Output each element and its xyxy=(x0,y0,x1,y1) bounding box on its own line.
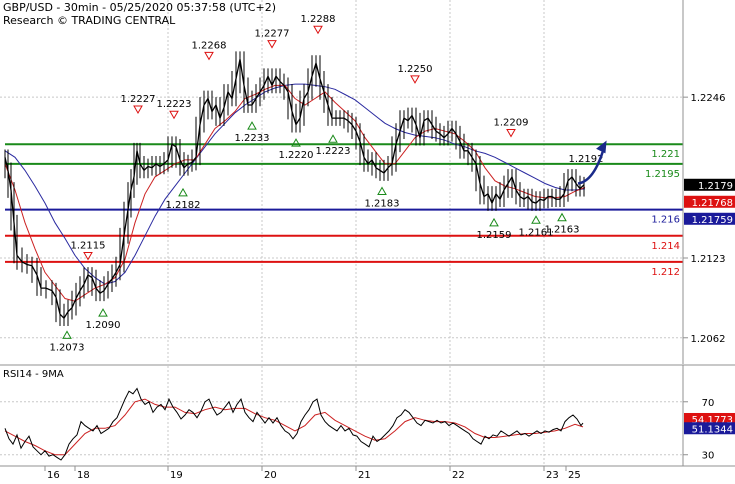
price-axis: 1.2246 1.2123 1.2062 1.2179 1.21768 1.21759 xyxy=(683,93,735,345)
rsi-axis-tick-label: 70 xyxy=(702,398,715,409)
swing-low-marker xyxy=(377,186,387,196)
swing-high-label: 1.2277 xyxy=(255,29,290,40)
projection-arrow-head xyxy=(596,140,607,154)
rsi-value-tag-bg xyxy=(684,412,735,425)
ma-fast-line xyxy=(4,84,586,302)
swing-low-label: 1.2182 xyxy=(166,200,201,211)
time-axis-tick-label: 21 xyxy=(358,470,371,480)
swing-high-marker xyxy=(204,51,214,61)
rsi-grid xyxy=(0,366,683,466)
swing-high-marker xyxy=(410,75,420,84)
ma-fast-value-tag: 1.21768 xyxy=(692,198,733,209)
chart-header-source: Research © TRADING CENTRAL xyxy=(3,14,176,27)
price-levels: 1.221 1.2195 1.216 1.214 1.212 xyxy=(5,143,683,278)
swing-high-label: 1.2227 xyxy=(121,94,156,105)
level-label-resistance: 1.2195 xyxy=(645,169,680,180)
swing-high-label: 1.2115 xyxy=(71,240,106,251)
time-axis-tick-label: 19 xyxy=(170,470,183,480)
swing-high-marker xyxy=(313,25,323,35)
rsi-line xyxy=(4,387,584,461)
swing-low-marker xyxy=(489,217,499,227)
time-axis-tick-label: 16 xyxy=(47,470,60,480)
time-axis-tick-label: 25 xyxy=(568,470,581,480)
swing-low-label: 1.2161 xyxy=(519,227,554,238)
projection-arrow-layer xyxy=(577,140,607,185)
swing-high-label: 1.2209 xyxy=(494,118,529,129)
projection-arrow-shaft xyxy=(577,147,606,185)
chart-header-title: GBP/USD - 30min - 05/25/2020 05:37:58 (U… xyxy=(3,1,276,14)
rsi-ma-value-tag-bg xyxy=(684,422,735,435)
time-axis-tick-label: 18 xyxy=(77,470,90,480)
level-label-support: 1.212 xyxy=(651,267,680,278)
time-axis: 16 18 19 20 21 22 23 25 xyxy=(0,465,735,481)
last-price-tag-bg xyxy=(684,178,735,191)
swing-high-label: 1.2268 xyxy=(192,40,227,51)
swing-low-label: 1.2223 xyxy=(316,146,351,157)
swing-high-label: 1.2250 xyxy=(398,64,433,75)
swing-high-marker xyxy=(169,110,179,120)
level-label-support: 1.214 xyxy=(651,241,680,252)
swing-low-label: 1.2073 xyxy=(50,342,85,353)
ma-fast-value-tag-bg xyxy=(684,195,735,208)
level-label-resistance: 1.221 xyxy=(651,149,680,160)
swing-low-marker xyxy=(62,330,72,339)
price-line xyxy=(4,59,585,320)
time-axis-tick-label: 23 xyxy=(546,470,559,480)
target-label: 1.2192 xyxy=(569,154,604,165)
swing-low-marker xyxy=(98,308,108,317)
rsi-ma-layer xyxy=(4,398,584,456)
swing-low-marker xyxy=(247,121,257,130)
rsi-ma-line xyxy=(4,398,584,456)
price-axis-tick-label: 1.2123 xyxy=(691,254,726,265)
price-grid xyxy=(0,0,683,364)
swing-low-marker xyxy=(557,212,567,222)
ma-fast-layer xyxy=(4,84,586,302)
swing-high-label: 1.2288 xyxy=(301,14,336,25)
time-axis-tick-label: 20 xyxy=(264,470,277,480)
swing-low-marker xyxy=(291,138,301,147)
swing-low-label: 1.2163 xyxy=(545,225,580,236)
swing-low-label: 1.2183 xyxy=(365,199,400,210)
rsi-axis-tick-label: 30 xyxy=(702,451,715,462)
level-label-pivot: 1.216 xyxy=(651,215,680,226)
swing-high-marker xyxy=(83,251,93,261)
swing-low-label: 1.2159 xyxy=(477,230,512,241)
swing-low-label: 1.2233 xyxy=(235,133,270,144)
price-axis-tick-label: 1.2062 xyxy=(691,334,726,345)
last-price-tag: 1.2179 xyxy=(698,181,733,192)
swing-low-marker xyxy=(178,187,188,197)
rsi-value-tag: 54.1773 xyxy=(692,415,733,426)
ma-slow-value-tag: 1.21759 xyxy=(692,215,733,226)
rsi-series-layer xyxy=(4,387,584,461)
swing-high-marker xyxy=(133,105,143,115)
time-axis-tick-label: 22 xyxy=(452,470,465,480)
swing-low-marker xyxy=(328,134,338,143)
ma-slow-line xyxy=(4,83,586,285)
swing-high-marker xyxy=(267,40,277,49)
price-panel-bg xyxy=(0,0,735,364)
rsi-title: RSI14 - 9MA xyxy=(3,369,64,380)
price-series-layer xyxy=(4,51,585,326)
ma-slow-value-tag-bg xyxy=(684,212,735,225)
price-axis-tick-label: 1.2246 xyxy=(691,93,726,104)
swing-low-marker xyxy=(531,215,541,224)
swing-low-label: 1.2090 xyxy=(86,320,121,331)
swing-low-label: 1.2220 xyxy=(279,150,314,161)
swing-high-label: 1.2223 xyxy=(157,99,192,110)
swing-high-marker xyxy=(506,129,516,138)
ma-slow-layer xyxy=(4,83,586,285)
rsi-ma-value-tag: 51.1344 xyxy=(692,424,733,435)
